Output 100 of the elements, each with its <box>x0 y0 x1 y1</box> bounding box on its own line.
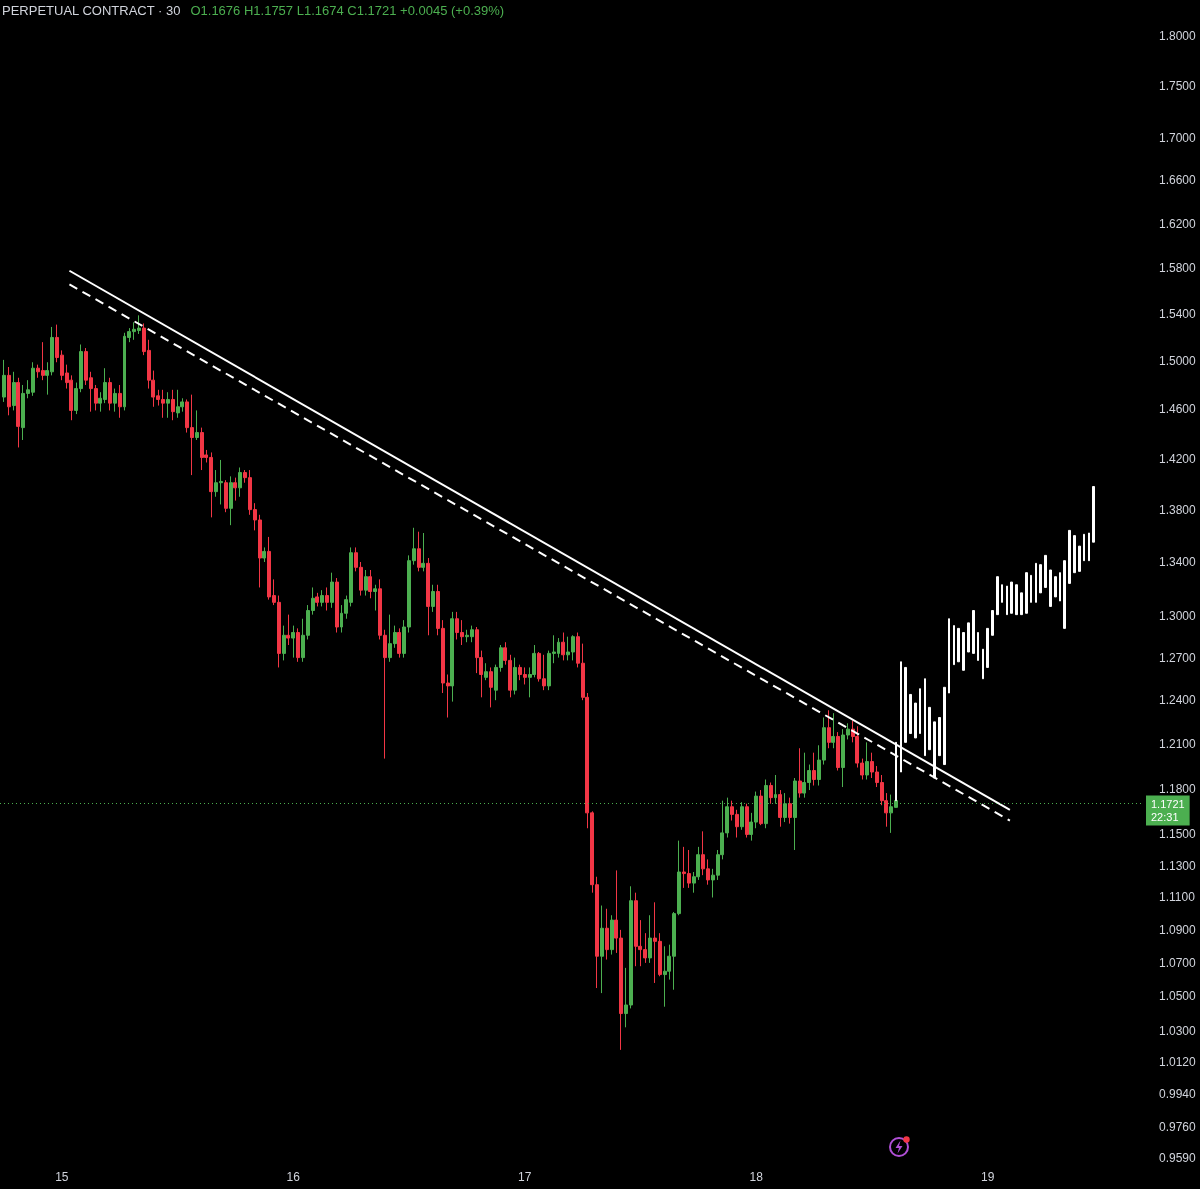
y-tick-label: 1.0900 <box>1159 922 1197 937</box>
candlestick <box>431 584 435 613</box>
candlestick <box>933 721 936 779</box>
candlestick <box>286 614 290 646</box>
candlestick <box>909 693 912 735</box>
y-tick-label: 1.0500 <box>1159 989 1197 1004</box>
candlestick <box>986 627 989 668</box>
candlestick <box>1063 560 1066 629</box>
candlestick <box>972 610 975 654</box>
candlestick <box>745 803 749 839</box>
y-tick-label: 1.2400 <box>1159 693 1197 708</box>
candlestick <box>1054 576 1057 598</box>
ref-line-label: 1.1721 22:31 <box>1151 798 1185 824</box>
candlestick <box>373 584 377 612</box>
candlestick <box>200 427 204 471</box>
candlestick <box>1049 569 1052 607</box>
x-tick-label: 19 <box>981 1170 995 1184</box>
candlestick <box>827 709 831 749</box>
candlestick <box>484 662 488 681</box>
y-tick-label: 1.3800 <box>1159 502 1197 517</box>
candlestick <box>1078 545 1081 572</box>
y-tick-label: 1.2700 <box>1159 650 1197 665</box>
candlestick <box>229 475 233 526</box>
chart-title: PERPETUAL CONTRACT · 30 <box>2 3 181 18</box>
candlestick <box>938 717 941 757</box>
candlestick <box>171 389 175 421</box>
candlestick <box>397 627 401 659</box>
y-tick-label: 0.9590 <box>1159 1151 1197 1165</box>
candlestick <box>1059 572 1061 602</box>
candlestick <box>812 752 816 787</box>
y-tick-label: 1.4200 <box>1159 451 1197 466</box>
y-tick-label: 1.7000 <box>1159 131 1197 146</box>
y-tick-label: 1.4600 <box>1159 402 1197 417</box>
candlestick <box>262 546 266 563</box>
candlestick <box>1044 554 1047 588</box>
candlestick <box>16 377 20 448</box>
candlestick <box>769 782 773 805</box>
y-tick-label: 1.5800 <box>1159 261 1197 276</box>
y-tick-label: 1.3400 <box>1159 555 1197 570</box>
candlestick <box>600 905 604 994</box>
candlestick <box>928 706 931 751</box>
candlestick <box>368 569 372 599</box>
chart-subtitle: O1.1676 H1.1757 L1.1674 C1.1721 +0.0045 (+0.39%) <box>190 3 505 18</box>
candlestick <box>1015 584 1018 616</box>
candlestick <box>282 625 286 661</box>
y-tick-label: 1.1300 <box>1159 858 1197 873</box>
candlestick <box>914 702 917 739</box>
candlestick <box>798 747 802 799</box>
candlestick <box>2 359 6 403</box>
y-tick-label: 1.7500 <box>1159 79 1197 94</box>
candlestick <box>320 589 324 607</box>
x-tick-label: 16 <box>286 1170 301 1184</box>
candlestick <box>1068 529 1071 584</box>
candlestick <box>1088 532 1090 562</box>
y-tick-label: 1.0120 <box>1159 1055 1197 1070</box>
candlestick <box>233 477 237 502</box>
candlestick <box>166 391 170 419</box>
y-tick-label: 1.1800 <box>1159 781 1197 796</box>
y-tick-label: 0.9760 <box>1159 1119 1197 1134</box>
candlestick <box>982 648 984 680</box>
candlestick <box>924 678 926 757</box>
candlestick <box>836 731 840 772</box>
candlestick <box>450 611 454 703</box>
candlestick <box>335 577 339 634</box>
candlestick <box>238 467 242 498</box>
candlestick <box>330 572 334 609</box>
candlestick <box>605 908 609 961</box>
candlestick <box>865 741 869 781</box>
y-tick-label: 1.1500 <box>1159 827 1197 842</box>
y-tick-label: 1.5400 <box>1159 307 1197 322</box>
candlestick <box>7 366 11 416</box>
candlestick <box>1073 535 1076 574</box>
candlestick <box>831 712 835 749</box>
y-tick-label: 1.3000 <box>1159 609 1197 623</box>
candlestick <box>977 632 979 661</box>
candlestick <box>1035 562 1037 603</box>
candlestick <box>634 892 638 967</box>
candlestick <box>610 914 614 956</box>
x-tick-label: 15 <box>55 1170 69 1184</box>
candlestick <box>663 945 667 1008</box>
candlestick <box>325 586 329 612</box>
candlestick <box>12 371 16 411</box>
candlestick <box>561 632 565 661</box>
candlestick <box>421 532 425 572</box>
y-tick-label: 1.6600 <box>1159 173 1197 188</box>
candlestick <box>1030 574 1032 603</box>
y-tick-label: 1.5000 <box>1159 354 1197 369</box>
candlestick <box>176 389 180 419</box>
y-tick-label: 1.2100 <box>1159 736 1197 751</box>
candlestick <box>1001 584 1003 603</box>
y-tick-label: 1.0300 <box>1159 1023 1197 1038</box>
candlestick <box>1020 592 1023 616</box>
candlestick <box>1010 581 1013 614</box>
y-tick-label: 0.9940 <box>1159 1087 1197 1102</box>
candlestick <box>296 627 300 663</box>
candlestick <box>315 592 319 607</box>
candlestick <box>759 789 763 826</box>
x-tick-label: 17 <box>518 1170 532 1184</box>
candlestick <box>113 388 117 413</box>
candlestick <box>1025 572 1028 614</box>
